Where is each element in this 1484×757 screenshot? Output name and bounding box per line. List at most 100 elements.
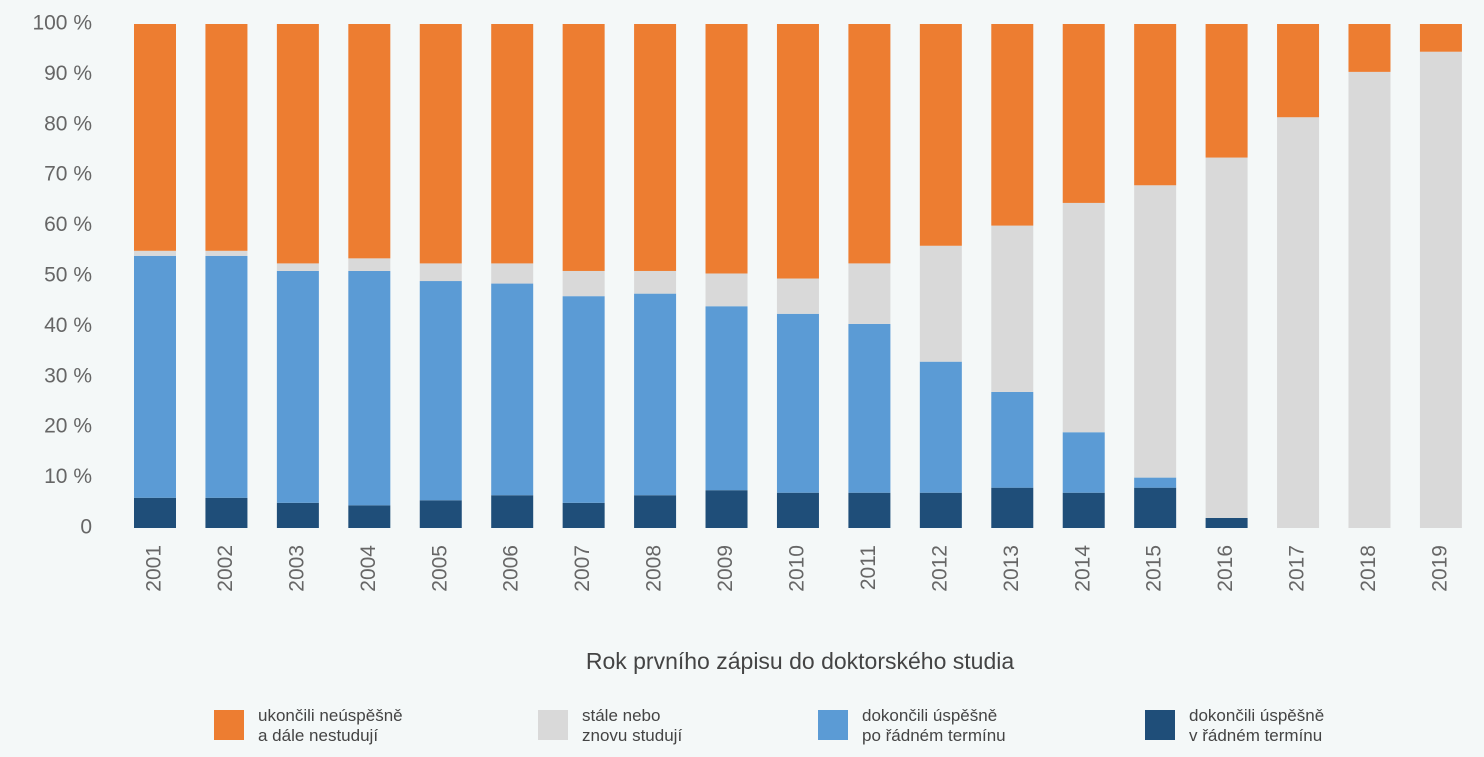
legend-label: dokončili úspěšně po řádném termínu: [862, 706, 1006, 745]
y-tick-label: 50 %: [44, 264, 92, 287]
bar-segment: [991, 225, 1034, 392]
x-tick-label: 2002: [214, 545, 237, 592]
bar-segment: [634, 495, 677, 528]
legend: ukončili neúspěšně a dále nestudují stále…: [0, 706, 1484, 756]
bar-segment: [562, 24, 605, 271]
y-tick-label: 80 %: [44, 112, 92, 135]
bar-segment: [705, 273, 748, 307]
bar-segment: [1134, 487, 1177, 528]
chart: Rok prvního zápisu do doktorského studia…: [32, 12, 1462, 674]
bar-segment: [634, 293, 677, 496]
y-tick-label: 30 %: [44, 364, 92, 387]
bar-segment: [276, 270, 319, 503]
bar-segment: [562, 502, 605, 528]
bar-segment: [848, 492, 891, 528]
bar-segment: [1348, 71, 1391, 528]
x-axis-title: Rok prvního zápisu do doktorského studia: [586, 648, 1015, 674]
bar-segment: [1419, 51, 1462, 528]
bar-segment: [348, 505, 391, 528]
legend-item: dokončili úspěšně v řádném termínu: [1145, 706, 1324, 746]
bar-segment: [419, 281, 462, 501]
bar-segment: [991, 487, 1034, 528]
bar-segment: [491, 263, 534, 284]
legend-label: stále nebo znovu studují: [582, 706, 683, 745]
bar-segment: [776, 24, 819, 279]
x-tick-label: 2001: [143, 545, 166, 592]
y-tick-label: 40 %: [44, 314, 92, 337]
x-tick-label: 2017: [1286, 545, 1309, 592]
bar-segment: [276, 24, 319, 264]
x-tick-label: 2012: [928, 545, 951, 592]
x-tick-label: 2008: [643, 545, 666, 592]
bar-segment: [776, 278, 819, 314]
bar-segment: [991, 24, 1034, 226]
legend-item: dokončili úspěšně po řádném termínu: [818, 706, 1006, 746]
y-tick-label: 10 %: [44, 465, 92, 488]
bar-segment: [205, 250, 248, 256]
bar-segment: [919, 361, 962, 493]
bar-segment: [1205, 517, 1248, 528]
bar-segment: [134, 250, 176, 256]
legend-swatch: [214, 710, 244, 740]
bar-segment: [634, 24, 677, 271]
y-tick-label: 100 %: [32, 12, 92, 35]
bar-segment: [848, 323, 891, 493]
x-tick-label: 2011: [857, 545, 880, 590]
bar-segment: [1348, 24, 1391, 72]
bar-segment: [562, 296, 605, 503]
bar-segment: [1062, 24, 1105, 203]
x-tick-label: 2007: [571, 545, 594, 592]
bar-segment: [205, 497, 248, 528]
bar-segment: [1277, 117, 1320, 529]
y-tick-label: 20 %: [44, 415, 92, 438]
bar-segment: [491, 24, 534, 264]
bar-segment: [419, 500, 462, 528]
bar-segment: [848, 263, 891, 324]
bar-segment: [348, 258, 391, 271]
legend-item: stále nebo znovu studují: [538, 706, 682, 746]
bar-segment: [1277, 24, 1320, 118]
bar-segment: [276, 263, 319, 271]
x-tick-label: 2018: [1357, 545, 1380, 592]
y-tick-label: 0: [80, 516, 92, 539]
bar-segment: [205, 24, 248, 251]
bar-segment: [205, 255, 248, 498]
bar-segment: [419, 263, 462, 282]
legend-label: dokončili úspěšně v řádném termínu: [1189, 706, 1325, 745]
bar-segment: [134, 24, 176, 251]
x-tick-label: 2005: [428, 545, 451, 592]
bar-segment: [134, 497, 176, 528]
bar-segment: [919, 492, 962, 528]
legend-swatch: [818, 710, 848, 740]
bar-segment: [776, 313, 819, 493]
bar-segment: [491, 283, 534, 496]
bar-segment: [919, 245, 962, 362]
bar-segment: [991, 391, 1034, 488]
bar-segment: [705, 24, 748, 274]
bar-segment: [348, 270, 391, 506]
x-tick-label: 2016: [1214, 545, 1237, 592]
bar-segment: [1205, 24, 1248, 158]
bar-segment: [848, 24, 891, 264]
y-tick-label: 90 %: [44, 62, 92, 85]
bar-segment: [1062, 432, 1105, 493]
bar-segment: [1062, 202, 1105, 433]
bar-segment: [1205, 157, 1248, 518]
x-tick-label: 2004: [357, 545, 380, 592]
y-tick-label: 70 %: [44, 163, 92, 186]
x-tick-label: 2003: [285, 545, 308, 592]
bar-segment: [705, 306, 748, 491]
bar-segment: [1134, 477, 1177, 488]
x-tick-label: 2015: [1143, 545, 1166, 592]
bar-segment: [705, 490, 748, 528]
x-tick-label: 2014: [1071, 545, 1094, 592]
x-tick-label: 2006: [500, 545, 523, 592]
x-tick-label: 2013: [1000, 545, 1023, 592]
bar-segment: [919, 24, 962, 246]
legend-swatch: [538, 710, 568, 740]
bar-segment: [276, 502, 319, 528]
bar-segment: [1134, 24, 1177, 186]
bar-segment: [1419, 24, 1462, 52]
legend-item: ukončili neúspěšně a dále nestudují: [214, 706, 403, 746]
